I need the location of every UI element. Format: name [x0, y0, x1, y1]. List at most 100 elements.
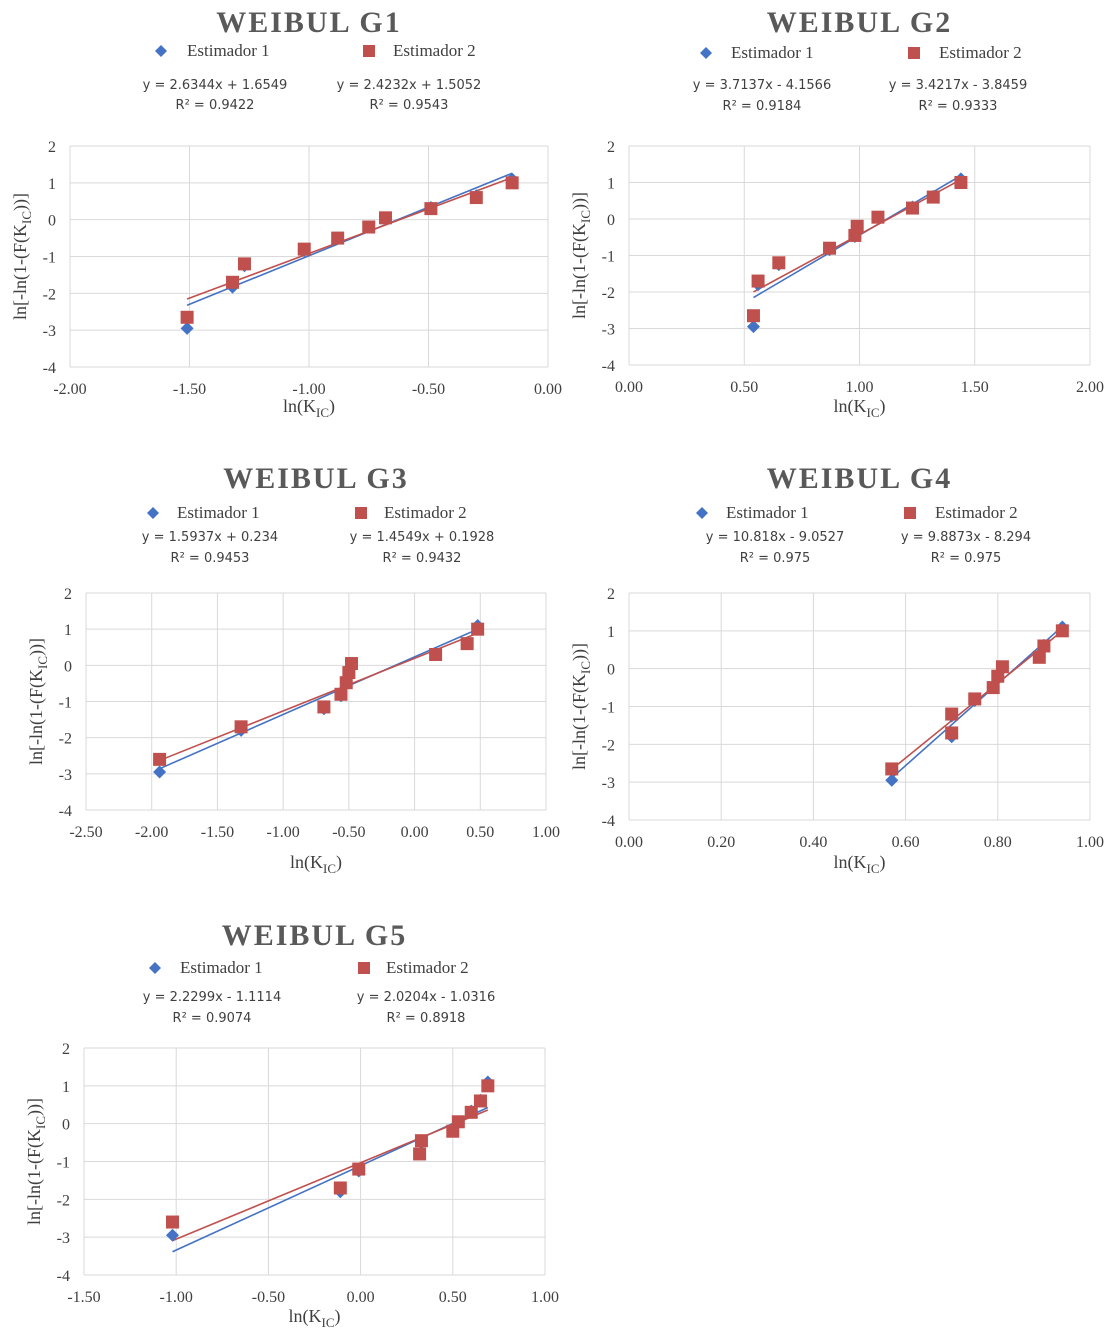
legend-marker-diamond: [147, 507, 159, 519]
legend-marker-diamond: [155, 45, 167, 57]
y-tick-label: 1: [607, 176, 615, 193]
legend-label: Estimador 2: [384, 503, 467, 522]
trendline-r-squared: R² = 0.9432: [383, 551, 462, 566]
y-tick-label: -3: [57, 1230, 70, 1247]
legend-marker-diamond: [149, 962, 161, 974]
data-point-estimador-2: [968, 692, 982, 706]
y-tick-label: -4: [43, 360, 56, 377]
data-point-estimador-2: [334, 687, 348, 701]
y-tick-label: 2: [62, 1041, 70, 1058]
trendline-series-2: [186, 176, 513, 300]
data-point-estimador-2: [1037, 639, 1051, 653]
y-tick-label: -1: [43, 250, 56, 267]
trendline-series-1: [159, 628, 478, 770]
x-tick-label: -1.50: [67, 1289, 100, 1306]
legend-marker-square: [358, 962, 370, 974]
data-point-estimador-2: [451, 1115, 465, 1129]
data-point-estimador-2: [234, 720, 248, 734]
data-point-estimador-2: [986, 681, 1000, 695]
y-tick-label: 1: [607, 624, 615, 641]
y-axis-label: ln[-ln(1-(F(KIC))]: [26, 638, 50, 765]
legend-label: Estimador 1: [180, 958, 263, 977]
data-point-estimador-2: [339, 676, 353, 690]
y-axis-label: ln[-ln(1-(F(KIC))]: [24, 1098, 48, 1225]
trendline-equation: y = 1.4549x + 0.1928: [350, 530, 495, 545]
trendline-series-2: [159, 632, 478, 762]
chart-panel-2: WEIBUL G2 Estimador 1 y = 3.7137x - 4.1566…: [569, 6, 1104, 420]
data-point-estimador-2: [469, 191, 483, 205]
x-tick-label: -1.50: [201, 824, 234, 841]
data-point-estimador-2: [995, 660, 1009, 674]
trendline-equation: y = 3.4217x - 3.8459: [889, 78, 1027, 93]
y-tick-label: -4: [602, 813, 615, 830]
data-point-estimador-1: [885, 773, 899, 787]
y-tick-label: 0: [607, 662, 615, 679]
y-tick-label: 0: [48, 213, 56, 230]
data-point-estimador-2: [954, 176, 968, 189]
x-tick-label: 0.60: [892, 834, 920, 851]
trendline-r-squared: R² = 0.975: [931, 551, 1002, 566]
chart-title: WEIBUL G2: [767, 6, 953, 39]
data-point-estimador-2: [166, 1215, 180, 1229]
trendline-equation: y = 2.0204x - 1.0316: [357, 990, 495, 1005]
x-tick-label: -2.00: [135, 824, 168, 841]
x-tick-label: -0.50: [252, 1289, 285, 1306]
data-point-estimador-2: [1055, 624, 1069, 638]
data-point-estimador-2: [1032, 650, 1046, 664]
data-point-estimador-2: [317, 700, 331, 714]
x-tick-label: 0.50: [439, 1289, 467, 1306]
x-tick-label: 0.00: [534, 381, 562, 398]
y-tick-label: -3: [43, 323, 56, 340]
y-tick-label: -3: [602, 322, 615, 339]
y-tick-label: -4: [57, 1268, 70, 1285]
data-point-estimador-1: [180, 321, 194, 335]
data-point-estimador-2: [460, 637, 474, 651]
data-point-estimador-2: [429, 647, 443, 661]
trendline-r-squared: R² = 0.9543: [370, 98, 449, 113]
trendline-r-squared: R² = 0.9074: [173, 1011, 252, 1026]
trendline-equation: y = 10.818x - 9.0527: [706, 530, 844, 545]
chart-title: WEIBUL G4: [767, 462, 953, 495]
trendline-r-squared: R² = 0.8918: [387, 1011, 466, 1026]
y-tick-label: -4: [602, 358, 615, 375]
data-point-estimador-2: [237, 257, 251, 271]
x-tick-label: 1.00: [532, 824, 560, 841]
data-point-estimador-2: [473, 1094, 487, 1108]
trendline-r-squared: R² = 0.9422: [176, 98, 255, 113]
data-point-estimador-2: [297, 242, 311, 256]
trendline-equation: y = 2.4232x + 1.5052: [337, 78, 482, 93]
legend-label: Estimador 2: [935, 503, 1018, 522]
chart-title: WEIBUL G5: [222, 919, 408, 952]
y-tick-label: 2: [607, 586, 615, 603]
trendline-r-squared: R² = 0.9333: [919, 99, 998, 114]
trendline-r-squared: R² = 0.9184: [723, 99, 802, 114]
data-point-estimador-2: [746, 309, 760, 323]
x-tick-label: 0.50: [730, 379, 758, 396]
y-tick-label: -2: [602, 285, 615, 302]
x-tick-label: 2.00: [1076, 379, 1104, 396]
y-tick-label: -1: [602, 249, 615, 266]
x-tick-label: 0.50: [466, 824, 494, 841]
chart-panel-5: WEIBUL G5 Estimador 1 y = 2.2299x - 1.1114…: [24, 919, 559, 1330]
x-tick-label: 0.80: [984, 834, 1012, 851]
y-tick-label: -1: [59, 695, 72, 712]
y-tick-label: 1: [48, 176, 56, 193]
x-tick-label: -1.50: [173, 381, 206, 398]
x-tick-label: 1.50: [961, 379, 989, 396]
data-point-estimador-2: [352, 1162, 366, 1176]
data-point-estimador-2: [823, 241, 837, 255]
legend-marker-diamond: [700, 47, 712, 59]
x-tick-label: -1.00: [292, 381, 325, 398]
data-point-estimador-1: [166, 1228, 180, 1242]
data-point-estimador-2: [945, 726, 959, 740]
y-tick-label: 0: [62, 1117, 70, 1134]
legend-label: Estimador 1: [177, 503, 260, 522]
y-tick-label: 2: [48, 139, 56, 156]
data-point-estimador-2: [362, 220, 376, 234]
data-point-estimador-2: [153, 752, 167, 766]
legend-marker-square: [904, 507, 916, 519]
data-point-estimador-2: [331, 231, 345, 245]
chart-panel-4: WEIBUL G4 Estimador 1 y = 10.818x - 9.0527…: [569, 462, 1104, 876]
legend-label: Estimador 2: [939, 43, 1022, 62]
